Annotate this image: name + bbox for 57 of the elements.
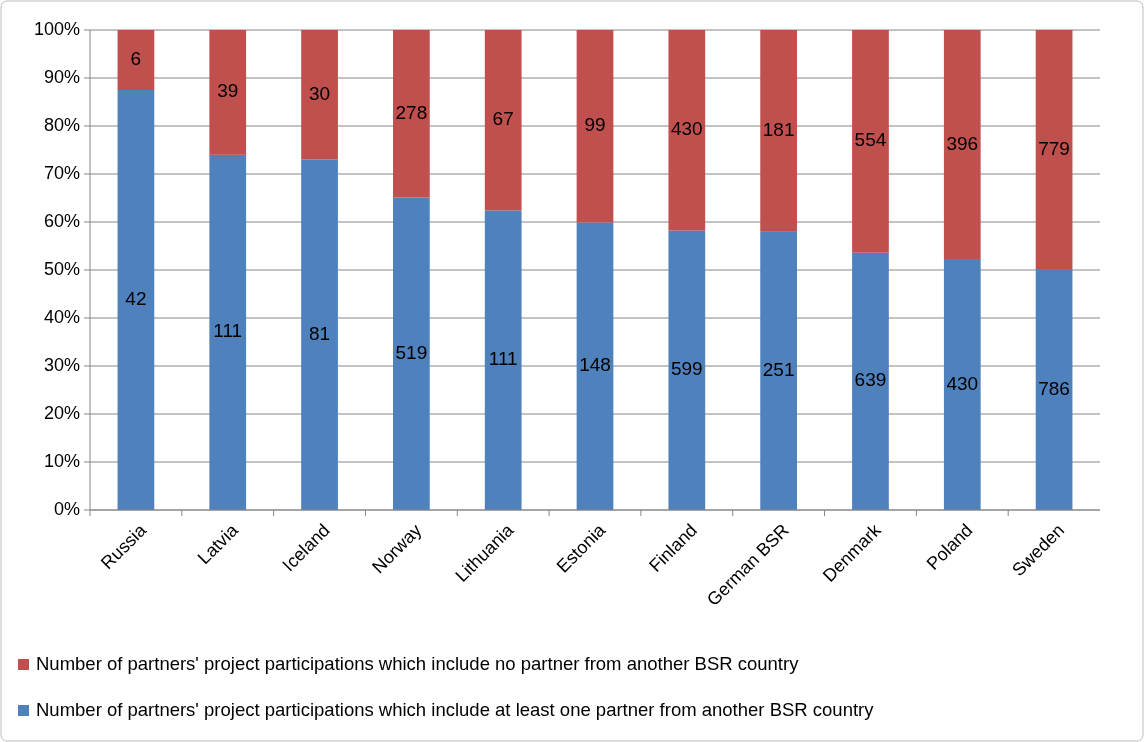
bar — [760, 30, 797, 232]
bar — [117, 90, 155, 510]
bar — [943, 30, 981, 260]
bar — [852, 252, 889, 510]
bar — [484, 30, 522, 211]
y-tick-label: 50% — [43, 258, 80, 279]
y-tick-label: 60% — [43, 210, 80, 231]
bar — [301, 30, 338, 160]
annotation: 554 — [854, 129, 887, 151]
annotation: 278 — [395, 101, 428, 123]
bar — [484, 210, 522, 510]
legend-label: Number of partners' project participations which include at least one partner from another BSR country — [36, 698, 875, 720]
bar — [852, 30, 889, 253]
annotation: 111 — [213, 320, 243, 342]
bar — [576, 30, 614, 223]
bar — [301, 159, 338, 510]
bar — [760, 231, 797, 510]
annotation: 6 — [130, 48, 142, 70]
bar — [393, 197, 430, 510]
annotation: 430 — [670, 118, 703, 140]
annotation: 430 — [946, 372, 979, 394]
bar — [668, 230, 706, 510]
annotation: 42 — [125, 288, 147, 310]
bar — [209, 154, 247, 510]
bar — [943, 259, 981, 510]
y-tick-label: 40% — [43, 306, 80, 327]
annotation: 599 — [670, 358, 703, 380]
annotation: 148 — [579, 354, 611, 376]
y-tick-label: 90% — [43, 66, 80, 87]
bar — [209, 30, 247, 155]
annotation: 111 — [488, 348, 518, 370]
y-tick-label: 20% — [43, 402, 80, 423]
y-tick-label: 30% — [43, 354, 80, 375]
annotation: 519 — [395, 341, 428, 363]
y-tick-label: 10% — [43, 450, 80, 471]
bar — [393, 30, 430, 198]
legend-label: Number of partners' project participations which include no partner from another BSR country — [36, 652, 800, 674]
bar — [576, 222, 614, 510]
y-tick-label: 100% — [33, 18, 80, 39]
annotation: 39 — [217, 80, 239, 102]
annotation: 396 — [946, 132, 979, 154]
annotation: 779 — [1038, 137, 1070, 159]
y-tick-label: 70% — [43, 162, 80, 183]
annotation: 30 — [308, 82, 331, 104]
annotation: 181 — [762, 118, 795, 140]
bar — [117, 30, 155, 90]
annotation: 67 — [492, 108, 514, 130]
annotation: 786 — [1038, 377, 1070, 399]
bar — [1035, 30, 1073, 270]
annotation: 639 — [854, 369, 887, 391]
y-tick-label: 80% — [43, 114, 80, 135]
bar — [668, 30, 706, 231]
bar — [1035, 269, 1073, 510]
annotation: 251 — [762, 358, 795, 380]
annotation: 99 — [584, 114, 606, 136]
y-tick-label: 0% — [53, 498, 80, 519]
annotation: 81 — [308, 322, 331, 344]
